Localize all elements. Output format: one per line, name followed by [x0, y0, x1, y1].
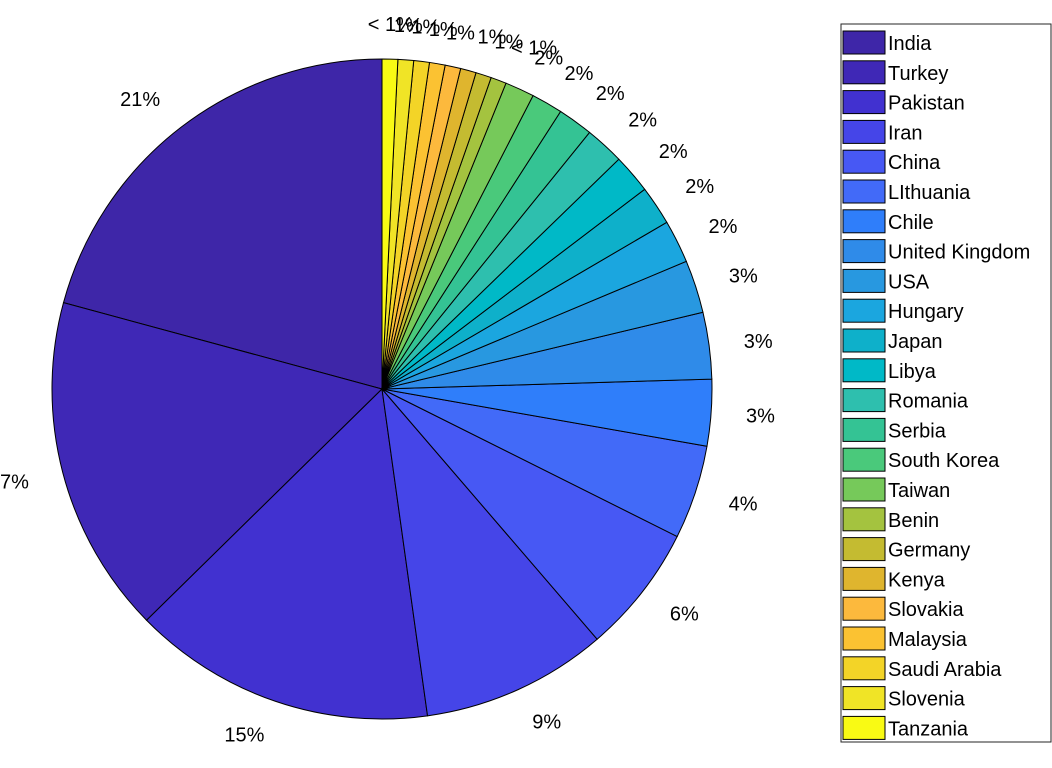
legend-label: USA [888, 271, 930, 293]
pie-slice-pakistan [145, 387, 429, 720]
pie-percent-label: 6% [670, 603, 699, 625]
legend-label: Germany [888, 540, 970, 562]
pie-percent-label: 1% [429, 19, 458, 41]
legend-swatch [842, 566, 886, 591]
legend-swatch [842, 715, 886, 740]
legend-swatch [842, 149, 886, 174]
legend-label: Tanzania [888, 718, 969, 740]
legend-label: Pakistan [888, 93, 965, 115]
legend-swatch [842, 477, 886, 502]
legend-swatch [842, 626, 886, 651]
pie-percent-label: 17% [0, 471, 29, 493]
pie-percent-label: 1% [394, 15, 423, 37]
legend-swatch [842, 30, 886, 55]
legend-label: Turkey [888, 63, 948, 85]
pie-percent-label: 9% [532, 712, 561, 734]
legend-label: Kenya [888, 569, 946, 591]
legend: India Turkey Pakistan Iran China LIthuania Chi… [840, 23, 1052, 743]
legend-swatch [842, 119, 886, 144]
legend-swatch [842, 507, 886, 532]
pie-percent-label: 2% [685, 176, 714, 198]
legend-label: Slovakia [888, 599, 964, 621]
legend-swatch [842, 298, 886, 323]
pie-percent-labels: 21%17%15%9%6%4%3%3%3%2%2%2%2%2%2%2%< 1%1… [0, 14, 775, 746]
legend-swatch [842, 447, 886, 472]
legend-swatch [842, 656, 886, 681]
pie-percent-label: 4% [729, 494, 758, 516]
pie-percent-label: 3% [744, 331, 773, 353]
pie-slice-iran [381, 387, 598, 717]
legend-label: United Kingdom [888, 242, 1030, 264]
pie-percent-label: 1% [478, 27, 507, 49]
pie-percent-label: 2% [659, 141, 688, 163]
pie-percent-label: < 1% [511, 38, 557, 60]
legend-label: India [888, 33, 932, 55]
pie-percent-label: 2% [709, 216, 738, 238]
legend-swatch [842, 686, 886, 711]
legend-label: South Korea [888, 450, 1000, 472]
pie-slice-india [62, 58, 383, 390]
legend-swatch [842, 328, 886, 353]
pie-percent-label: 3% [746, 405, 775, 427]
legend-swatch [842, 417, 886, 442]
legend-label: Benin [888, 510, 939, 532]
pie-slice-china [381, 388, 678, 640]
pie-slices [51, 58, 713, 720]
legend-swatch [842, 388, 886, 413]
legend-swatch [842, 179, 886, 204]
legend-swatch [842, 239, 886, 264]
pie-percent-label: 3% [729, 266, 758, 288]
legend-label: Malaysia [888, 629, 968, 651]
legend-label: Saudi Arabia [888, 659, 1002, 681]
pie-percent-label: < 1% [368, 14, 414, 36]
pie-percent-label: 1% [446, 23, 475, 45]
legend-label: Romania [888, 391, 969, 413]
legend-swatch [842, 209, 886, 234]
pie-percent-label: 1% [494, 32, 523, 54]
pie-slice-tanzania [381, 58, 399, 390]
legend-label: Chile [888, 212, 934, 234]
pie-percent-label: 2% [596, 83, 625, 105]
pie-percent-label: 2% [628, 110, 657, 132]
legend-swatch [842, 537, 886, 562]
legend-label: Taiwan [888, 480, 950, 502]
legend-label: Libya [888, 361, 937, 383]
legend-label: China [888, 152, 941, 174]
pie-percent-label: 1% [411, 17, 440, 39]
legend-label: Japan [888, 331, 943, 353]
legend-label: LIthuania [888, 182, 971, 204]
pie-percent-label: 15% [224, 725, 264, 747]
legend-label: Serbia [888, 420, 947, 442]
legend-swatch [842, 90, 886, 115]
legend-label: Iran [888, 122, 922, 144]
legend-swatch [842, 596, 886, 621]
pie-percent-label: 21% [120, 89, 160, 111]
legend-swatch [842, 60, 886, 85]
pie-percent-label: 2% [534, 47, 563, 69]
pie-slice-turkey [51, 302, 383, 621]
legend-swatch [842, 358, 886, 383]
pie-percent-label: 2% [565, 63, 594, 85]
legend-swatch [842, 268, 886, 293]
legend-label: Slovenia [888, 689, 966, 711]
legend-label: Hungary [888, 301, 964, 323]
